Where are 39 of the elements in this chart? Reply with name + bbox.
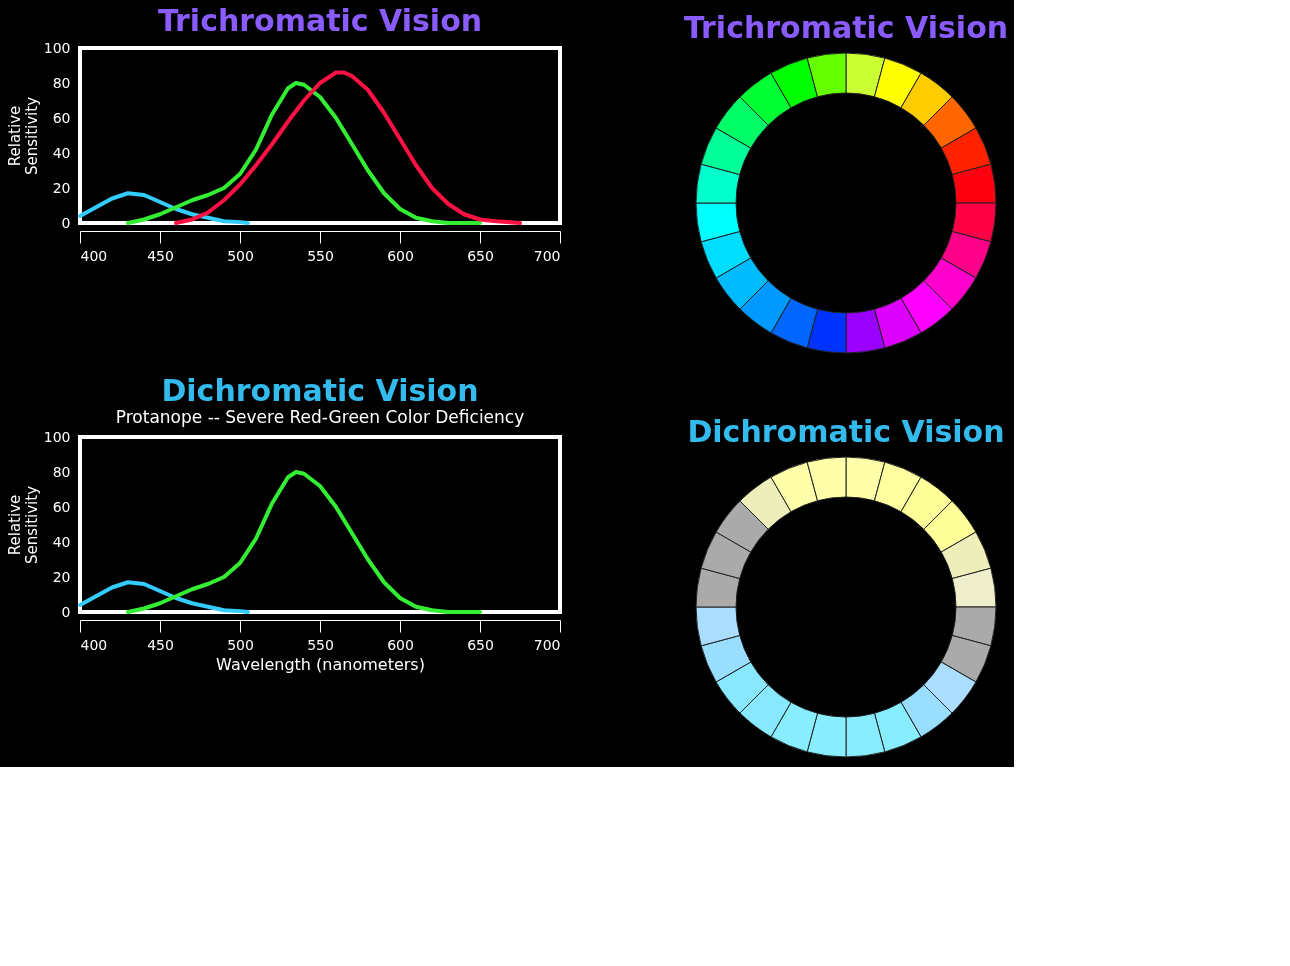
x-tick-label: 450: [147, 247, 174, 264]
x-tick-label: 700: [533, 247, 561, 264]
y-axis-title: Relative Sensitivity: [5, 485, 41, 565]
line-series: [78, 191, 250, 225]
chart-subtitle: Protanope -- Severe Red-Green Color Deficiency: [115, 407, 525, 427]
x-tick-label: 400: [80, 636, 108, 653]
y-tick-label: 0: [61, 214, 71, 231]
y-tick-label: 100: [43, 39, 71, 56]
y-tick-label: 100: [43, 428, 71, 445]
line-series: [126, 470, 482, 614]
line-series: [174, 70, 522, 225]
x-tick-label: 500: [227, 636, 254, 653]
x-tick-label: 450: [147, 636, 174, 653]
y-tick-label: 80: [52, 74, 71, 91]
y-tick-label: 0: [61, 603, 71, 620]
y-tick-label: 20: [52, 568, 71, 585]
chart-title: Trichromatic Vision: [683, 10, 1009, 45]
x-tick-label: 650: [467, 636, 494, 653]
x-tick-label: 550: [307, 636, 334, 653]
line-series: [78, 580, 250, 614]
line-series: [126, 81, 482, 225]
y-tick-label: 40: [52, 144, 71, 161]
chart-title: Trichromatic Vision: [157, 3, 483, 38]
y-axis-title: Relative Sensitivity: [5, 96, 41, 176]
x-tick-label: 600: [387, 636, 414, 653]
chart-title: Dichromatic Vision: [687, 414, 1005, 449]
y-tick-label: 40: [52, 533, 71, 550]
x-tick-label: 500: [227, 247, 254, 264]
x-tick-label: 700: [533, 636, 561, 653]
x-tick-label: 600: [387, 247, 414, 264]
x-tick-label: 550: [307, 247, 334, 264]
x-tick-label: 400: [80, 247, 108, 264]
y-tick-label: 80: [52, 463, 71, 480]
x-tick-label: 650: [467, 247, 494, 264]
x-axis-title: Wavelength (nanometers): [216, 654, 425, 674]
y-tick-label: 60: [52, 109, 71, 126]
chart-title: Dichromatic Vision: [161, 373, 479, 408]
y-tick-label: 60: [52, 498, 71, 515]
y-tick-label: 20: [52, 179, 71, 196]
